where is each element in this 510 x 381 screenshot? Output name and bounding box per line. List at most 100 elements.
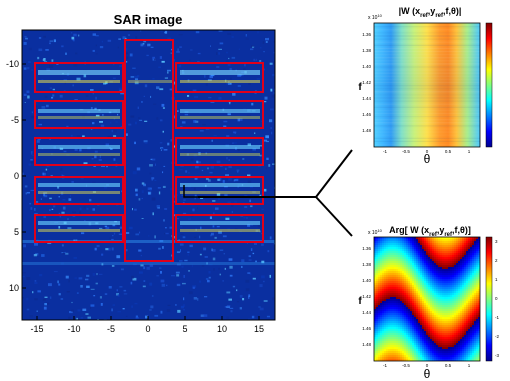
phase-cell	[398, 359, 401, 361]
sar-speckle-dot	[248, 255, 251, 258]
phase-cell	[478, 359, 480, 361]
sar-speckle-dot	[165, 227, 167, 229]
phase-cell	[432, 333, 435, 336]
phase-cell	[452, 331, 455, 334]
phase-cell	[472, 305, 475, 308]
phase-cell	[438, 353, 441, 356]
phase-cell	[374, 241, 377, 244]
phase-cell	[440, 259, 443, 262]
phase-cell	[438, 325, 441, 328]
phase-cell	[382, 249, 385, 252]
phase-cell	[428, 247, 431, 250]
sar-speckle-dot	[226, 291, 231, 294]
sar-speckle-dot	[58, 283, 61, 286]
phase-cell	[404, 341, 407, 344]
phase-cell	[450, 277, 453, 280]
phase-cell	[466, 249, 469, 252]
phase-cell	[420, 261, 423, 264]
phase-cell	[426, 297, 429, 300]
phase-cell	[386, 359, 389, 361]
sar-speckle-dot	[75, 52, 78, 55]
phase-cell	[426, 295, 429, 298]
phase-cell	[478, 329, 480, 332]
phase-cell	[410, 265, 413, 268]
magnitude-colorbar	[485, 22, 493, 148]
sar-speckle-dot	[223, 125, 227, 128]
phase-cell	[402, 285, 405, 288]
phase-cell	[408, 339, 411, 342]
phase-cell	[394, 281, 397, 284]
sar-speckle-dot	[232, 142, 234, 144]
phase-cell	[376, 267, 379, 270]
phase-cell	[386, 345, 389, 348]
phase-cell	[456, 259, 459, 262]
phase-cell	[398, 343, 401, 346]
phase-cell	[414, 333, 417, 336]
phase-cell	[462, 341, 465, 344]
phase-cell	[436, 331, 439, 334]
phase-cell	[428, 303, 431, 306]
sar-speckle-dot	[143, 280, 146, 282]
phase-cell	[428, 325, 431, 328]
phase-cell	[464, 261, 467, 264]
phase-cell	[446, 329, 449, 332]
phase-cell	[384, 249, 387, 252]
phase-cell	[434, 317, 437, 320]
phase-cell	[412, 301, 415, 304]
phase-cell	[374, 335, 377, 338]
phase-cell	[390, 325, 393, 328]
phase-cell	[454, 339, 457, 342]
phase-cell	[428, 345, 431, 348]
phase-cell	[396, 265, 399, 268]
sar-speckle-dot	[47, 68, 51, 70]
phase-cell	[442, 321, 445, 324]
phase-cell	[404, 241, 407, 244]
phase-cell	[476, 243, 479, 246]
phase-cell	[388, 253, 391, 256]
phase-cell	[378, 325, 381, 328]
phase-cell	[438, 279, 441, 282]
phase-cell	[466, 271, 469, 274]
phase-cell	[464, 297, 467, 300]
phase-cell	[424, 287, 427, 290]
phase-cell	[478, 319, 480, 322]
phase-cell	[390, 277, 393, 280]
sar-speckle-dot	[31, 151, 33, 153]
phase-cell	[380, 313, 383, 316]
phase-cell	[464, 331, 467, 334]
phase-cell	[478, 279, 480, 282]
phase-cell	[450, 273, 453, 276]
phase-cell	[448, 281, 451, 284]
phase-cell	[474, 247, 477, 250]
phase-cell	[412, 281, 415, 284]
phase-cell	[388, 263, 391, 266]
phase-cell	[426, 277, 429, 280]
phase-cell	[374, 259, 377, 262]
phase-cell	[400, 339, 403, 342]
phase-cell	[446, 311, 449, 314]
phase-cell	[396, 323, 399, 326]
phase-cell	[408, 307, 411, 310]
phase-cell	[474, 357, 477, 360]
phase-cell	[464, 339, 467, 342]
phase-cell	[434, 283, 437, 286]
phase-cell	[464, 303, 467, 306]
phase-cell	[434, 239, 437, 242]
phase-cell	[458, 237, 461, 240]
phase-cell	[390, 315, 393, 318]
phase-cell	[376, 319, 379, 322]
phase-cell	[418, 321, 421, 324]
phase-cell	[410, 285, 413, 288]
phase-cell	[410, 309, 413, 312]
sar-speckle-dot	[66, 125, 69, 128]
sar-speckle-dot	[186, 153, 189, 156]
sar-speckle-dot	[85, 313, 89, 315]
phase-cell	[446, 257, 449, 260]
phase-cell	[400, 241, 403, 244]
sar-speckle-dot	[204, 296, 208, 298]
phase-cell	[388, 257, 391, 260]
phase-cell	[470, 313, 473, 316]
phase-cell	[408, 247, 411, 250]
sar-speckle-dot	[148, 192, 151, 195]
phase-cell	[452, 291, 455, 294]
